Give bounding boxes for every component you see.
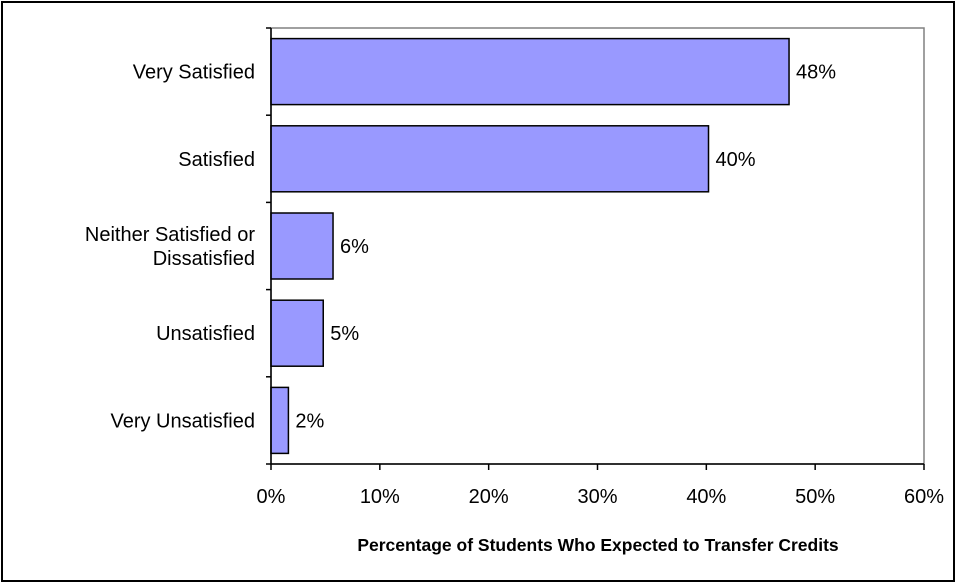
x-tick-label: 40%	[686, 486, 726, 508]
category-label: Neither Satisfied or	[85, 224, 255, 246]
bar	[270, 212, 334, 280]
bar	[270, 299, 324, 367]
x-tick-label: 30%	[577, 486, 617, 508]
category-label: Dissatisfied	[153, 248, 255, 270]
data-label: 6%	[340, 236, 369, 258]
x-tick-label: 10%	[360, 486, 400, 508]
data-label: 48%	[796, 62, 836, 84]
data-label: 40%	[716, 149, 756, 171]
category-label: Satisfied	[178, 149, 255, 171]
x-tick-label: 20%	[469, 486, 509, 508]
category-label: Very Unsatisfied	[110, 410, 255, 432]
data-label: 5%	[330, 323, 359, 345]
x-tick-label: 50%	[795, 486, 835, 508]
x-tick-label: 0%	[257, 486, 286, 508]
bar	[270, 125, 710, 193]
category-label: Unsatisfied	[156, 323, 255, 345]
x-tick-label: 60%	[904, 486, 944, 508]
data-label: 2%	[295, 410, 324, 432]
x-axis-title: Percentage of Students Who Expected to T…	[357, 535, 839, 555]
bar	[270, 386, 290, 455]
bar	[270, 37, 790, 106]
category-label: Very Satisfied	[133, 62, 255, 84]
